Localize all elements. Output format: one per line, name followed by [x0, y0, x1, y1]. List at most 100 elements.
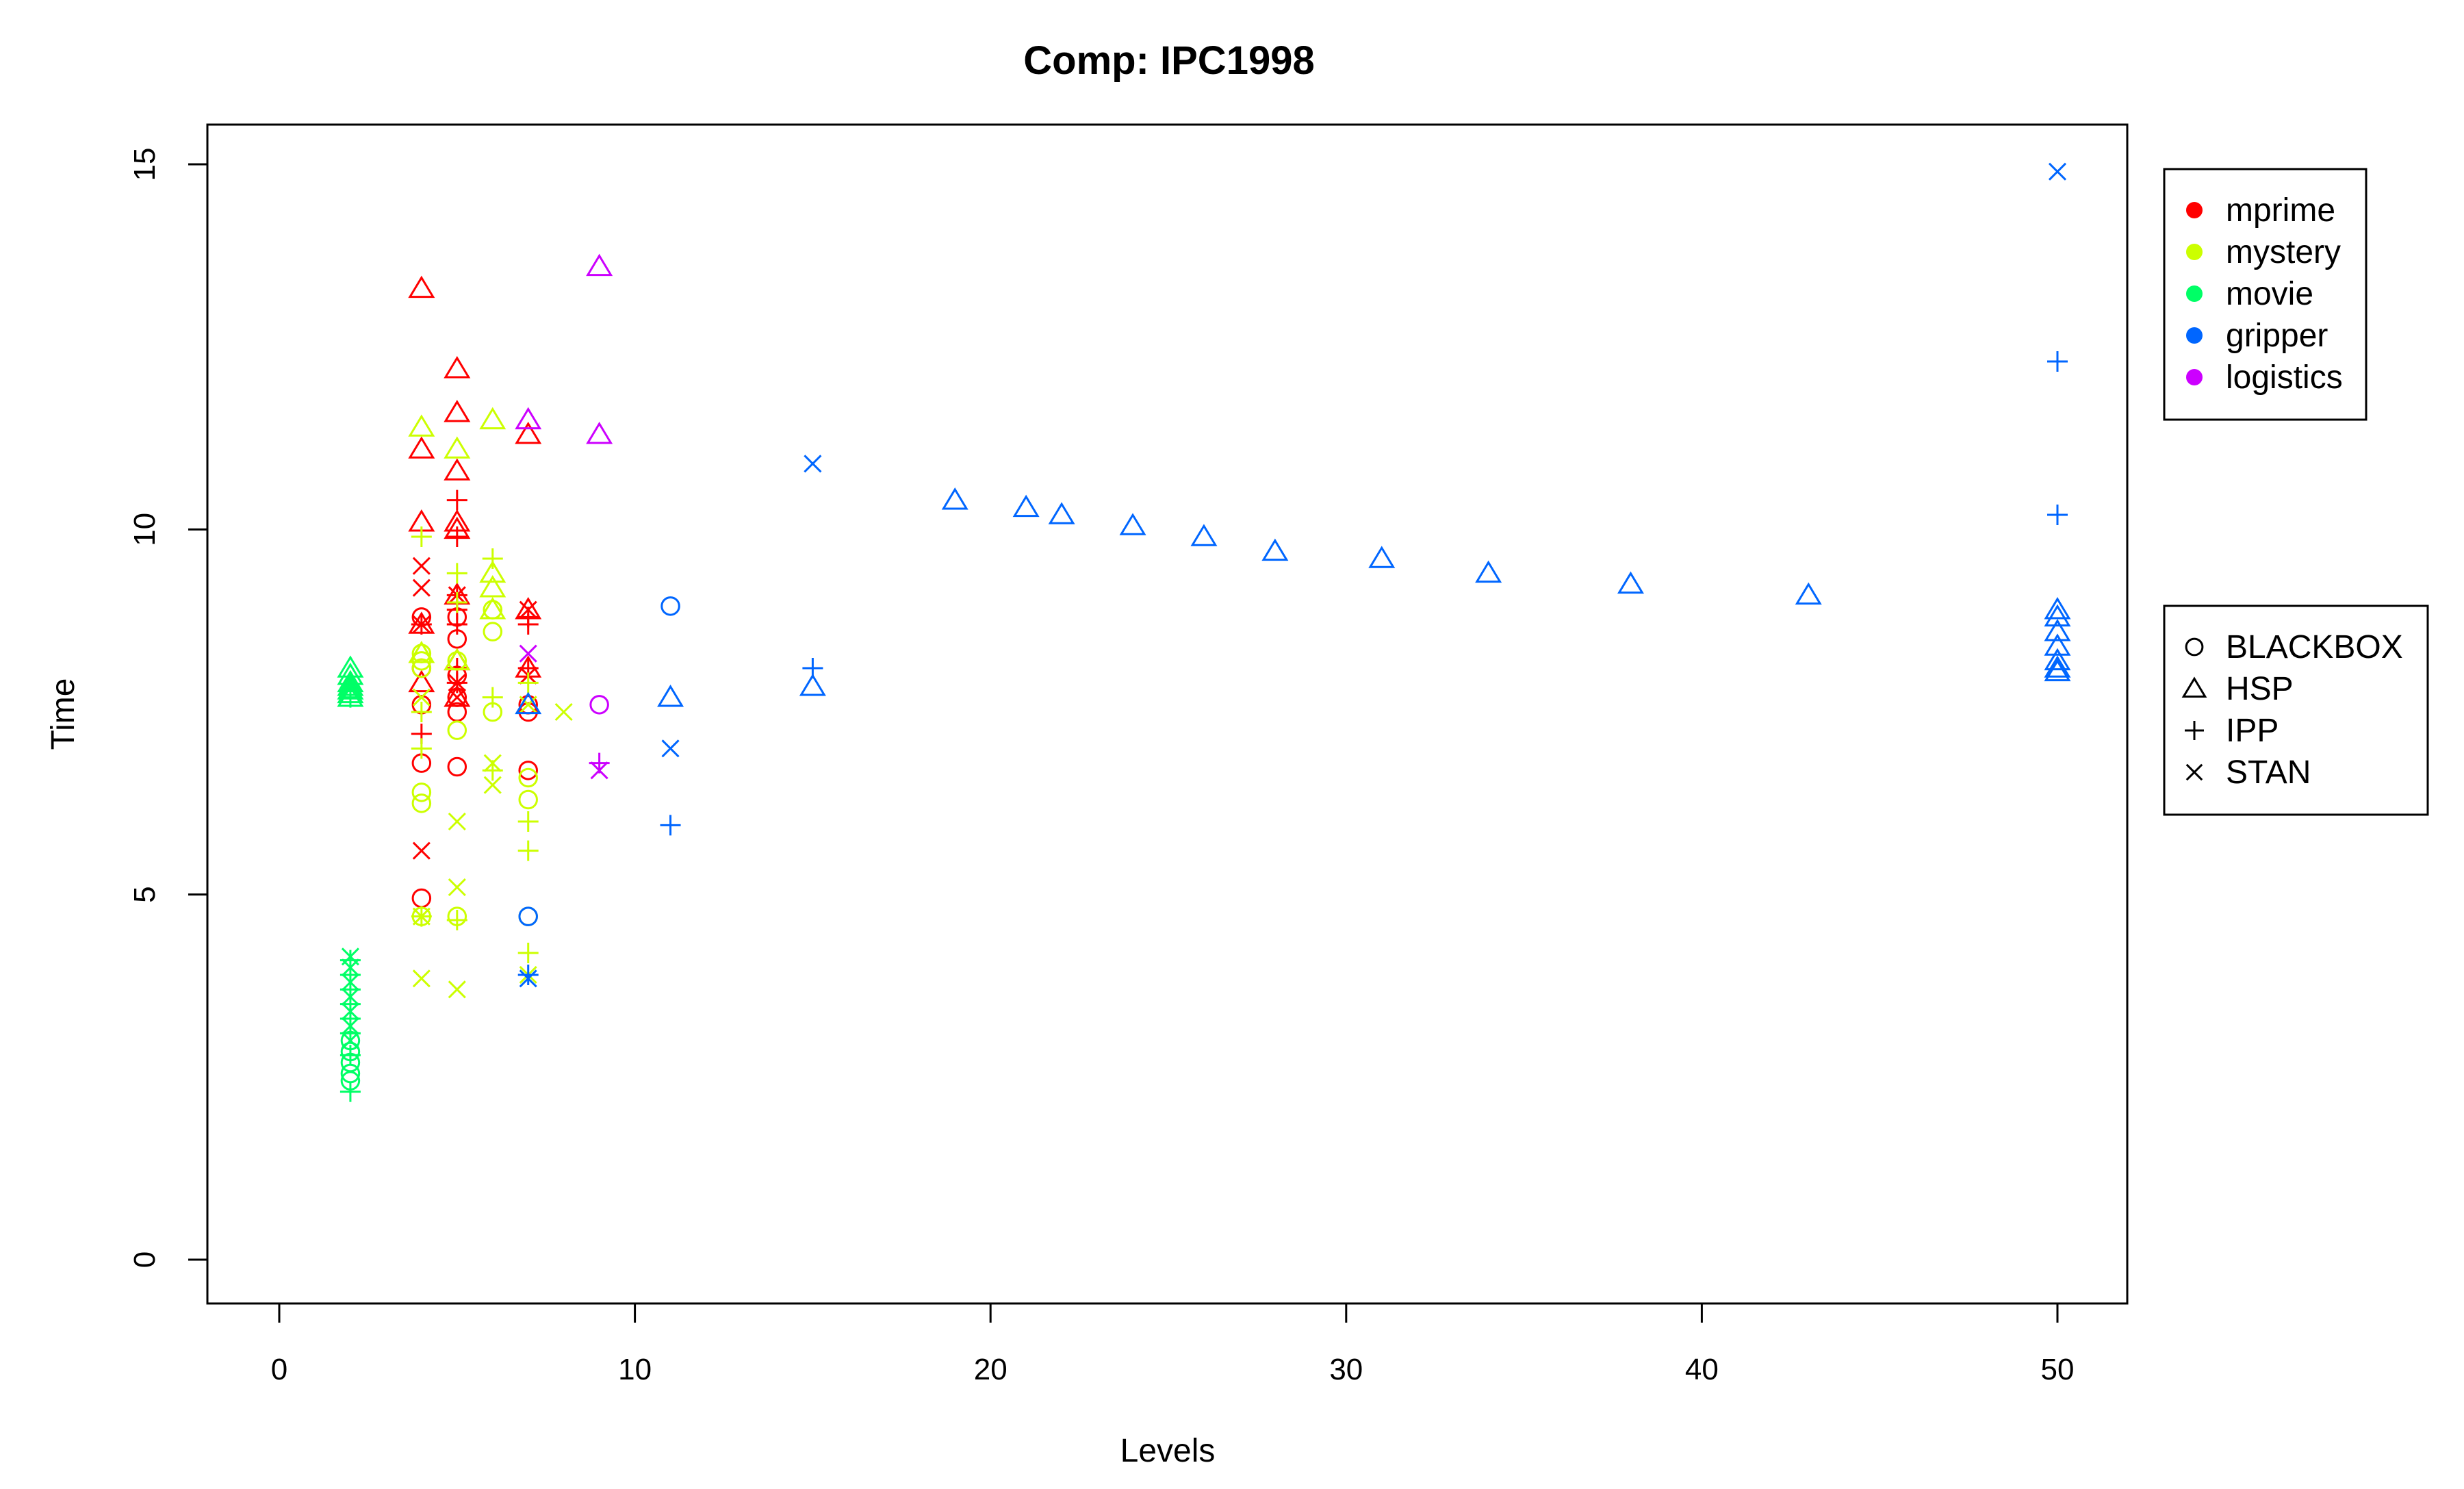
- point-mystery-stan: [448, 980, 466, 999]
- point-mystery-blackbox: [411, 644, 432, 663]
- series-mystery-blackbox: [411, 600, 538, 926]
- point-gripper-hsp: [799, 674, 826, 696]
- point-mystery-stan: [412, 907, 431, 926]
- point-mystery-blackbox: [483, 600, 503, 620]
- legend-logistics-label: logistics: [2226, 359, 2343, 396]
- point-mystery-blackbox: [411, 651, 432, 671]
- point-mprime-blackbox: [447, 756, 467, 777]
- point-mprime-ipp: [446, 526, 467, 547]
- point-gripper-hsp: [2044, 655, 2071, 678]
- x-tick-label: 40: [1685, 1353, 1719, 1386]
- point-movie-ipp: [339, 687, 361, 708]
- legend-logistics-swatch: [2186, 369, 2203, 385]
- y-axis: 0 5 10 15: [128, 148, 209, 1268]
- legend-mprime-swatch: [2186, 202, 2203, 218]
- point-mprime-stan: [412, 578, 431, 597]
- series-logistics-blackbox: [589, 695, 609, 715]
- data-points: [337, 162, 2071, 1102]
- point-mprime-hsp: [444, 356, 471, 379]
- point-gripper-hsp: [1475, 560, 1502, 583]
- point-gripper-hsp: [2044, 604, 2071, 627]
- point-movie-stan: [341, 973, 359, 991]
- point-mprime-hsp: [408, 670, 435, 693]
- point-logistics-stan: [519, 644, 537, 663]
- legend-gripper-swatch: [2186, 327, 2203, 344]
- point-mystery-hsp: [444, 436, 471, 459]
- point-gripper-hsp: [657, 685, 684, 707]
- point-mystery-stan: [554, 702, 573, 722]
- point-gripper-blackbox: [518, 906, 538, 926]
- series-mystery-stan: [412, 688, 573, 999]
- point-mprime-stan: [412, 557, 431, 575]
- series-gripper-blackbox: [518, 596, 680, 926]
- point-mprime-blackbox: [411, 888, 432, 908]
- series-movie-stan: [341, 947, 359, 1050]
- series-mprime-hsp: [408, 275, 542, 707]
- series-logistics-stan: [519, 644, 608, 780]
- x-axis-label: Levels: [1120, 1433, 1216, 1469]
- point-mprime-hsp: [408, 436, 435, 459]
- point-gripper-hsp: [1368, 546, 1396, 568]
- x-axis: 0 10 20 30 40 50: [271, 1302, 2075, 1386]
- point-mystery-stan: [412, 688, 431, 707]
- point-gripper-stan: [804, 455, 822, 473]
- legend-hsp-label: HSP: [2226, 671, 2294, 707]
- point-mystery-stan: [448, 878, 466, 897]
- point-gripper-ipp: [2047, 351, 2068, 372]
- point-mystery-stan: [483, 776, 502, 794]
- point-gripper-hsp: [941, 487, 968, 510]
- point-gripper-hsp: [2044, 597, 2071, 620]
- point-mystery-ipp: [517, 840, 539, 861]
- y-axis-label: Time: [45, 678, 81, 750]
- point-mystery-stan: [448, 812, 466, 831]
- point-mystery-ipp: [411, 526, 432, 547]
- point-gripper-hsp: [2044, 619, 2071, 641]
- point-gripper-hsp: [1795, 582, 1822, 605]
- point-gripper-hsp: [2044, 633, 2071, 656]
- y-tick-label: 10: [128, 513, 162, 546]
- legend-mystery-label: mystery: [2226, 234, 2341, 270]
- point-mystery-ipp: [446, 563, 467, 584]
- point-mystery-ipp: [411, 738, 432, 759]
- point-gripper-hsp: [515, 691, 542, 715]
- legend-stan-symbol: [2185, 763, 2203, 781]
- point-mystery-ipp: [411, 702, 432, 722]
- series-mprime-blackbox: [411, 607, 538, 908]
- y-tick-label: 0: [128, 1251, 162, 1268]
- point-mprime-hsp: [444, 458, 471, 481]
- point-gripper-stan: [2048, 162, 2067, 181]
- point-mystery-blackbox: [518, 789, 538, 810]
- point-logistics-hsp: [586, 253, 613, 277]
- x-tick-label: 30: [1329, 1353, 1363, 1386]
- plot-frame: [206, 123, 2129, 1305]
- point-gripper-hsp: [1617, 571, 1644, 594]
- legend-ipp-symbol: [2185, 721, 2204, 740]
- point-gripper-ipp: [802, 658, 823, 678]
- point-mprime-stan: [519, 600, 537, 619]
- point-gripper-hsp: [1190, 524, 1218, 546]
- point-logistics-blackbox: [589, 695, 609, 715]
- point-movie-stan: [341, 947, 359, 966]
- x-tick-label: 10: [618, 1353, 652, 1386]
- legend-mystery-swatch: [2186, 244, 2203, 260]
- point-mprime-hsp: [444, 400, 471, 422]
- point-mystery-blackbox: [411, 793, 432, 813]
- point-mystery-hsp: [479, 575, 506, 598]
- point-mystery-blackbox: [518, 767, 538, 788]
- point-logistics-hsp: [515, 407, 542, 430]
- point-gripper-ipp: [2047, 505, 2068, 525]
- point-movie-stan: [341, 987, 359, 1006]
- point-mystery-ipp: [517, 672, 539, 693]
- x-tick-label: 0: [271, 1353, 287, 1386]
- x-tick-label: 50: [2041, 1353, 2075, 1386]
- series-mprime-stan: [412, 557, 537, 860]
- point-mystery-ipp: [517, 811, 539, 832]
- point-gripper-hsp: [1012, 494, 1040, 518]
- point-mystery-blackbox: [411, 782, 432, 802]
- legend-stan-label: STAN: [2226, 754, 2311, 791]
- series-gripper-hsp: [515, 487, 2071, 715]
- point-mystery-hsp: [479, 407, 506, 430]
- point-gripper-hsp: [1119, 513, 1146, 535]
- point-mystery-ipp: [517, 943, 539, 963]
- legend-mprime-label: mprime: [2226, 192, 2335, 229]
